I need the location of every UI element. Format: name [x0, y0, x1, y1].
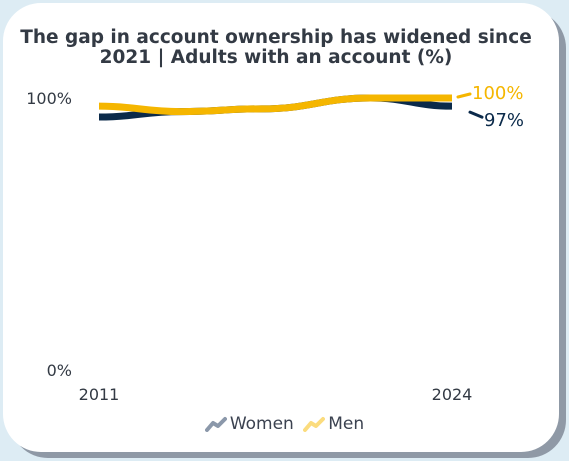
- end-connector-men: [456, 92, 472, 99]
- legend-swatch-women-icon: [204, 417, 227, 432]
- chart-title: The gap in account ownership has widened…: [20, 27, 532, 68]
- legend-label-men: Men: [328, 414, 365, 434]
- legend-item-men[interactable]: Men: [303, 414, 364, 434]
- legend-swatch-men-icon: [303, 417, 326, 432]
- end-connector-women: [468, 110, 484, 119]
- series-line-men: [98, 94, 452, 116]
- legend-item-women[interactable]: Women: [204, 414, 294, 434]
- legend-label-women: Women: [229, 414, 294, 434]
- chart-legend: Women Men: [0, 414, 569, 437]
- chart-card: [3, 3, 559, 452]
- x-tick-label-2024: 2024: [432, 385, 473, 404]
- end-label-women: 97%: [484, 110, 524, 131]
- y-tick-label-0: 100%: [26, 89, 72, 108]
- end-label-men: 100%: [472, 83, 523, 104]
- x-tick-label-2011: 2011: [79, 385, 120, 404]
- y-tick-label-1: 0%: [47, 361, 72, 380]
